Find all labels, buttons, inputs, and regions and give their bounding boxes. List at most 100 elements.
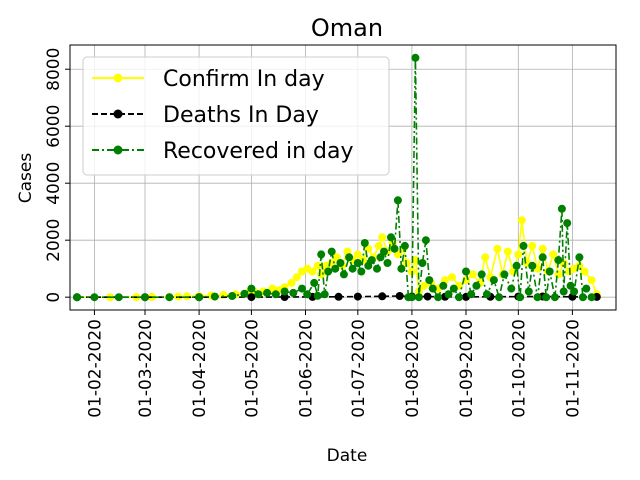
- y-axis-label: Cases: [16, 153, 36, 204]
- data-point: [336, 259, 345, 267]
- data-point: [545, 267, 554, 276]
- series-0: [73, 216, 601, 302]
- data-point: [462, 267, 470, 276]
- legend-label: Deaths In Day: [163, 103, 319, 128]
- data-point: [516, 293, 525, 302]
- data-point: [554, 256, 563, 265]
- series-2: [73, 53, 596, 302]
- data-point: [418, 259, 427, 267]
- data-point: [517, 216, 526, 225]
- data-point: [210, 292, 219, 301]
- data-point: [353, 250, 362, 259]
- x-axis-label: Date: [327, 446, 368, 466]
- data-point: [570, 287, 579, 296]
- data-point: [339, 270, 348, 279]
- legend-box: [82, 56, 390, 176]
- series-layer: [73, 53, 601, 302]
- data-point: [254, 290, 263, 299]
- data-point: [397, 264, 406, 273]
- data-point: [263, 288, 272, 297]
- data-point: [407, 293, 416, 302]
- data-point: [313, 291, 322, 300]
- legend-label: Confirm In day: [163, 67, 325, 92]
- data-point: [421, 236, 430, 245]
- data-point: [182, 292, 191, 301]
- data-point: [512, 261, 521, 270]
- data-point: [353, 292, 362, 301]
- data-point: [357, 267, 366, 276]
- data-point: [481, 253, 490, 262]
- data-point: [383, 259, 392, 267]
- data-point: [247, 293, 256, 302]
- data-point: [310, 278, 319, 287]
- y-tick-label: 8000: [44, 48, 64, 91]
- data-point: [308, 267, 317, 276]
- data-point: [313, 261, 322, 270]
- data-point: [393, 196, 402, 205]
- data-point: [141, 293, 149, 302]
- data-point: [514, 250, 523, 259]
- legend-marker: [113, 73, 123, 83]
- y-axis-ticks: 0 2000 4000 6000 8000: [44, 48, 70, 303]
- data-point: [271, 290, 280, 299]
- data-point: [292, 273, 301, 282]
- x-axis-ticks: 01-02-2020 01-03-2020 01-04-2020 01-05-2020…: [85, 310, 583, 418]
- y-tick-label: 6000: [44, 105, 64, 148]
- data-point: [327, 247, 336, 256]
- data-point: [165, 293, 174, 302]
- data-point: [280, 293, 289, 301]
- x-tick-label: 01-08-2020: [403, 319, 423, 418]
- data-point: [423, 292, 432, 301]
- data-point: [449, 284, 458, 293]
- data-point: [550, 293, 559, 302]
- series-line: [77, 57, 593, 301]
- data-point: [425, 276, 434, 285]
- data-point: [549, 250, 558, 259]
- data-point: [400, 241, 409, 250]
- data-point: [334, 292, 343, 301]
- data-point: [324, 267, 333, 276]
- data-point: [554, 270, 563, 279]
- data-point: [557, 204, 566, 213]
- x-tick-label: 01-06-2020: [296, 319, 316, 418]
- data-point: [455, 293, 463, 302]
- data-point: [320, 290, 329, 299]
- data-point: [317, 270, 326, 279]
- data-point: [317, 250, 326, 259]
- data-point: [298, 284, 306, 293]
- data-point: [90, 293, 99, 302]
- data-point: [280, 287, 289, 296]
- data-point: [345, 253, 354, 262]
- data-point: [367, 256, 376, 265]
- x-tick-label: 01-04-2020: [190, 319, 210, 418]
- data-point: [348, 264, 357, 273]
- data-point: [411, 53, 420, 62]
- x-tick-label: 01-09-2020: [457, 319, 477, 418]
- data-point: [414, 293, 423, 302]
- data-point: [482, 290, 491, 299]
- data-point: [495, 293, 504, 302]
- y-tick-label: 4000: [44, 162, 64, 205]
- data-point: [353, 259, 362, 267]
- data-point: [411, 256, 420, 265]
- data-point: [489, 276, 498, 285]
- x-tick-label: 01-07-2020: [349, 319, 369, 418]
- data-point: [73, 293, 81, 302]
- data-point: [500, 270, 509, 279]
- y-tick-label: 2000: [44, 219, 64, 262]
- data-point: [303, 290, 312, 299]
- data-point: [390, 244, 399, 253]
- data-point: [503, 247, 512, 256]
- data-point: [228, 292, 237, 300]
- x-tick-label: 01-05-2020: [242, 319, 262, 418]
- data-point: [533, 293, 542, 302]
- data-point: [434, 293, 443, 302]
- data-point: [420, 281, 429, 290]
- data-point: [507, 284, 516, 293]
- data-point: [538, 244, 547, 253]
- data-point: [378, 233, 387, 242]
- x-tick-label: 01-10-2020: [509, 319, 529, 418]
- data-point: [380, 247, 388, 256]
- data-point: [477, 270, 486, 279]
